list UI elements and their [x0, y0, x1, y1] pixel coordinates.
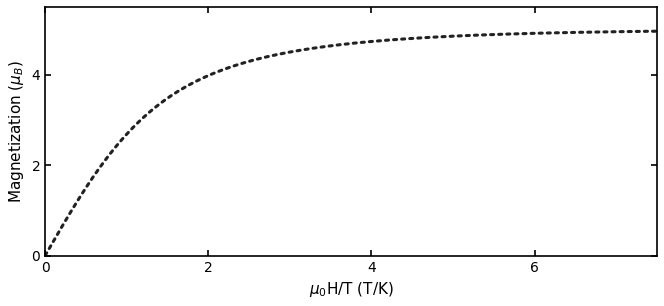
- Y-axis label: Magnetization ($\mu_B$): Magnetization ($\mu_B$): [7, 60, 26, 203]
- X-axis label: $\mu_0$H/T (T/K): $\mu_0$H/T (T/K): [309, 280, 394, 299]
